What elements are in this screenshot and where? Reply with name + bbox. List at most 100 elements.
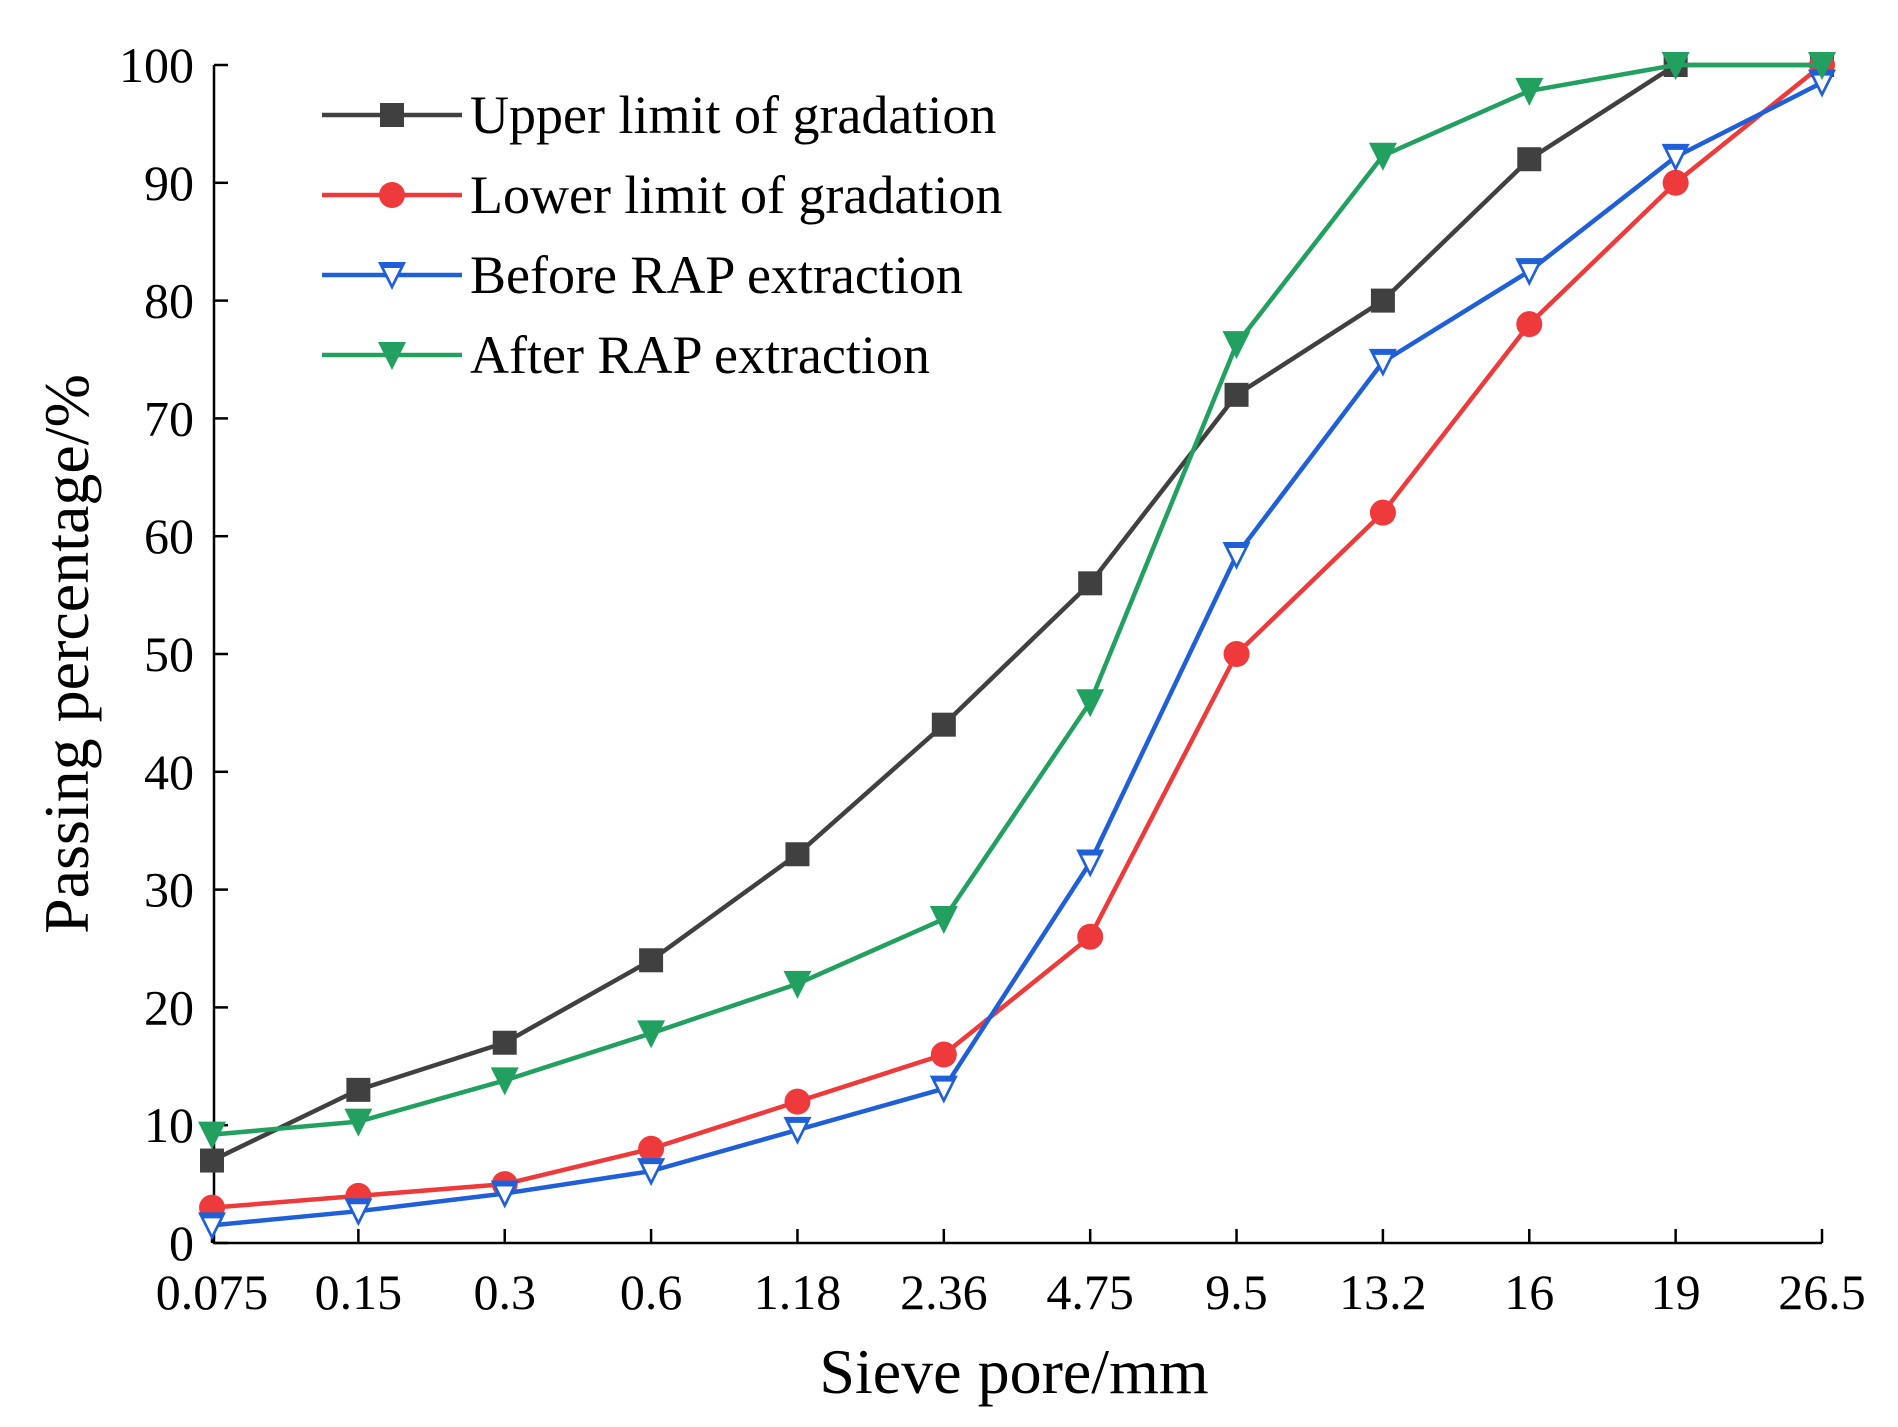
series-group [198, 52, 1836, 1241]
legend-marker [380, 103, 404, 127]
data-point-before-rap-extraction-19 [1661, 143, 1690, 172]
data-point-before-rap-extraction-0.6 [637, 1158, 666, 1187]
data-point-after-rap-extraction-0.3 [490, 1067, 519, 1096]
data-point-after-rap-extraction-0.6 [637, 1020, 666, 1049]
y-tick-label: 60 [144, 508, 194, 564]
y-axis-ticks: 0 10 20 30 40 50 60 70 80 90 100 [119, 37, 228, 1271]
data-point-upper-limit-of-gradation-1.18 [785, 842, 810, 867]
data-point-lower-limit-of-gradation-19 [1662, 169, 1689, 196]
y-tick-label: 40 [144, 744, 194, 800]
data-point-after-rap-extraction-26.5 [1808, 52, 1836, 80]
data-point-lower-limit-of-gradation-4.75 [1077, 923, 1104, 950]
data-point-after-rap-extraction-16 [1515, 77, 1544, 106]
legend-label: After RAP extraction [470, 325, 930, 385]
y-tick-label: 0 [169, 1215, 194, 1271]
x-tick-label: 13.2 [1339, 1264, 1427, 1320]
data-point-before-rap-extraction-0.075 [198, 1212, 226, 1241]
data-point-before-rap-extraction-4.75 [1076, 849, 1105, 878]
x-tick-label: 4.75 [1046, 1264, 1134, 1320]
data-point-before-rap-extraction-19-inner [1667, 149, 1684, 166]
legend-item-after-rap-extraction: After RAP extraction [322, 325, 930, 385]
data-point-before-rap-extraction-16-inner [1521, 264, 1538, 281]
series-lower-limit-of-gradation [199, 52, 1835, 1221]
y-tick-label: 70 [144, 390, 194, 446]
data-point-upper-limit-of-gradation-0.15 [346, 1077, 371, 1102]
legend-marker [378, 342, 406, 370]
data-point-before-rap-extraction-13.2 [1368, 348, 1397, 377]
series-after-rap-extraction [198, 52, 1836, 1150]
data-point-upper-limit-of-gradation-16 [1517, 147, 1542, 172]
y-tick-label: 100 [119, 37, 194, 93]
data-point-after-rap-extraction-1.18 [783, 970, 812, 999]
x-tick-label: 1.18 [754, 1264, 842, 1320]
data-point-upper-limit-of-gradation-13.2 [1370, 288, 1395, 313]
x-tick-label: 0.6 [620, 1264, 683, 1320]
x-axis-title: Sieve pore/mm [819, 1336, 1208, 1407]
data-point-before-rap-extraction-1.18 [783, 1116, 812, 1145]
y-tick-label: 30 [144, 862, 194, 918]
series-line-upper-limit-of-gradation [211, 62, 1822, 1163]
legend-marker [379, 182, 405, 208]
data-point-after-rap-extraction-4.75 [1076, 689, 1105, 718]
data-point-before-rap-extraction-9.5-inner [1228, 548, 1245, 565]
data-point-lower-limit-of-gradation-2.36 [930, 1041, 957, 1068]
x-tick-label: 0.075 [156, 1264, 269, 1320]
data-point-lower-limit-of-gradation-0.6 [638, 1135, 665, 1162]
y-tick-label: 50 [144, 626, 194, 682]
data-point-lower-limit-of-gradation-1.18 [784, 1088, 811, 1115]
series-before-rap-extraction [198, 69, 1836, 1241]
series-line-lower-limit-of-gradation [211, 63, 1824, 1210]
y-tick-label: 80 [144, 273, 194, 329]
data-point-before-rap-extraction-13.2-inner [1374, 354, 1391, 371]
x-tick-label: 19 [1651, 1264, 1701, 1320]
data-point-before-rap-extraction-4.75-inner [1082, 855, 1099, 872]
data-point-before-rap-extraction-9.5 [1222, 542, 1251, 571]
x-tick-label: 2.36 [900, 1264, 988, 1320]
legend-label: Upper limit of gradation [470, 85, 996, 145]
legend-marker-inner [384, 268, 400, 284]
data-point-upper-limit-of-gradation-9.5 [1224, 382, 1249, 407]
data-point-before-rap-extraction-26.5-inner [1814, 75, 1830, 92]
data-point-after-rap-extraction-9.5 [1222, 331, 1251, 360]
data-point-after-rap-extraction-0.075 [198, 1121, 226, 1150]
data-point-before-rap-extraction-0.15-inner [350, 1204, 367, 1221]
y-axis-title: Passing percentage/% [31, 374, 102, 934]
series-upper-limit-of-gradation [200, 53, 1834, 1173]
data-point-before-rap-extraction-0.3 [490, 1180, 519, 1209]
x-tick-label: 16 [1504, 1264, 1554, 1320]
x-tick-label: 26.5 [1778, 1264, 1866, 1320]
y-tick-label: 20 [144, 979, 194, 1035]
data-point-after-rap-extraction-19 [1661, 52, 1690, 80]
data-point-upper-limit-of-gradation-2.36 [931, 712, 956, 737]
data-point-after-rap-extraction-13.2 [1368, 142, 1397, 171]
data-point-after-rap-extraction-0.15 [344, 1108, 373, 1137]
legend-label: Lower limit of gradation [470, 165, 1002, 225]
data-point-upper-limit-of-gradation-4.75 [1078, 571, 1103, 596]
data-point-before-rap-extraction-16 [1515, 258, 1544, 287]
x-tick-label: 9.5 [1205, 1264, 1268, 1320]
series-line-before-rap-extraction [211, 80, 1824, 1228]
axes: 0 10 20 30 40 50 60 70 80 90 100 0.075 0.15 0.3 0.6 1.… [31, 37, 1866, 1407]
legend: Upper limit of gradation Lower limit of g… [322, 85, 1002, 385]
legend-item-before-rap-extraction: Before RAP extraction [322, 245, 963, 305]
y-tick-label: 90 [144, 155, 194, 211]
data-point-upper-limit-of-gradation-0.075 [200, 1148, 224, 1173]
series-line-after-rap-extraction [211, 62, 1822, 1137]
y-tick-label: 10 [144, 1097, 194, 1153]
x-axis-ticks: 0.075 0.15 0.3 0.6 1.18 2.36 4.75 9.5 13.2 16 19 26… [156, 1229, 1866, 1320]
data-point-before-rap-extraction-0.15 [344, 1198, 373, 1227]
data-point-upper-limit-of-gradation-0.3 [492, 1030, 517, 1055]
data-point-before-rap-extraction-0.3-inner [496, 1186, 513, 1203]
data-point-before-rap-extraction-0.6-inner [643, 1164, 660, 1181]
data-point-before-rap-extraction-1.18-inner [789, 1122, 806, 1139]
data-point-before-rap-extraction-26.5 [1808, 69, 1836, 98]
x-tick-label: 0.15 [315, 1264, 403, 1320]
data-point-before-rap-extraction-0.075-inner [204, 1218, 220, 1235]
data-point-before-rap-extraction-2.36-inner [935, 1081, 952, 1098]
data-point-lower-limit-of-gradation-9.5 [1223, 641, 1250, 667]
data-point-before-rap-extraction-2.36 [929, 1075, 958, 1104]
legend-item-lower-limit-of-gradation: Lower limit of gradation [322, 165, 1002, 225]
legend-item-upper-limit-of-gradation: Upper limit of gradation [322, 85, 996, 145]
